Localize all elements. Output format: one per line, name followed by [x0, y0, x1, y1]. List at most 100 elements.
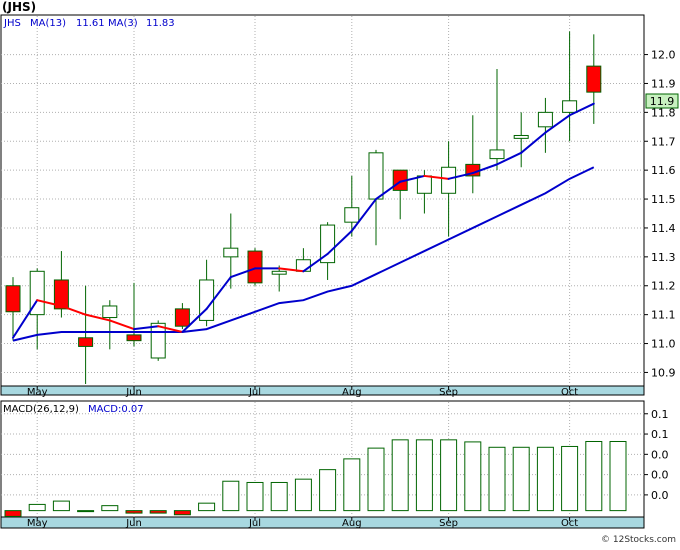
- candle-body: [295, 259, 311, 272]
- candle-body: [537, 111, 553, 128]
- macd-bar: [294, 478, 312, 512]
- month-label: Oct: [561, 518, 578, 529]
- macd-bar: [464, 441, 482, 512]
- macd-bar: [343, 458, 361, 512]
- price-tick-label: 11.6: [651, 164, 676, 177]
- candle-body: [344, 207, 360, 223]
- month-label: Jun: [125, 387, 142, 398]
- candle-body: [150, 322, 166, 359]
- macd-bar: [415, 439, 433, 512]
- macd-bar: [52, 500, 70, 512]
- ma3-line-segment: [133, 325, 160, 331]
- macd-bar: [319, 469, 337, 512]
- macd-tick-label: 0.0: [651, 489, 669, 502]
- ma3-line-segment: [84, 313, 111, 322]
- macd-bar: [536, 446, 554, 512]
- macd-bar: [270, 481, 288, 512]
- ma13-legend-value: 11.61: [76, 18, 105, 29]
- price-legend-symbol: JHS: [3, 18, 21, 29]
- ma13-line: [12, 166, 595, 342]
- price-axis-band: [0, 385, 645, 396]
- price-tick-label: 11.7: [651, 135, 676, 148]
- ma3-line-segment: [302, 252, 329, 273]
- month-label: Jun: [125, 518, 142, 529]
- candle-body: [53, 279, 69, 310]
- macd-bar: [246, 481, 264, 512]
- ma3-legend-label: MA(3): [108, 18, 138, 29]
- macd-bar: [440, 439, 458, 512]
- macd-bar: [198, 502, 216, 512]
- candle-body: [174, 308, 190, 327]
- price-tick-label: 11.5: [651, 193, 676, 206]
- month-label: Jul: [248, 518, 261, 529]
- price-tick-label: 11.9: [651, 77, 676, 90]
- macd-bar: [222, 480, 240, 512]
- ma3-line-segment: [205, 276, 232, 310]
- chart-title: (JHS): [2, 0, 36, 14]
- ma3-line-segment: [157, 325, 184, 333]
- price-tick-label: 11.4: [651, 222, 676, 235]
- ma3-line-segment: [471, 163, 498, 175]
- ma3-line-segment: [375, 180, 402, 201]
- month-label: May: [27, 518, 48, 529]
- month-label: Oct: [561, 387, 578, 398]
- ma3-line-segment: [496, 151, 523, 166]
- ma3-legend-value: 11.83: [146, 18, 175, 29]
- price-tick-label: 11.2: [651, 280, 676, 293]
- candle-body: [320, 224, 336, 264]
- candle-body: [223, 247, 239, 258]
- candle-body: [441, 166, 457, 194]
- candle-body: [489, 149, 505, 160]
- macd-tick-label: 0.0: [651, 448, 669, 461]
- ma3-line-segment: [568, 102, 595, 117]
- price-tick-label: 12.0: [651, 49, 676, 62]
- candle-body: [102, 305, 118, 319]
- ma3-line-segment: [12, 299, 39, 339]
- macd-bar: [149, 510, 167, 514]
- last-price-tag: 11.9: [650, 95, 675, 108]
- candle-body: [586, 65, 602, 93]
- macd-bar: [391, 439, 409, 512]
- watermark: © 12Stocks.com: [601, 535, 676, 545]
- candle-body: [5, 285, 21, 313]
- ma3-line-segment: [181, 307, 208, 333]
- price-tick-label: 10.9: [651, 366, 676, 379]
- candle-body: [562, 100, 578, 113]
- month-label: Jul: [248, 387, 261, 398]
- candle-body: [368, 152, 384, 200]
- price-tick-label: 11.0: [651, 338, 676, 351]
- ma3-line-segment: [326, 229, 353, 255]
- macd-bar: [488, 446, 506, 512]
- macd-bar: [585, 440, 603, 512]
- candle-body: [416, 175, 432, 194]
- month-label: Sep: [439, 387, 458, 398]
- ma3-line-segment: [60, 304, 87, 316]
- macd-tick-label: 0.1: [651, 428, 669, 441]
- ma3-line-segment: [423, 174, 450, 180]
- ma3-line-segment: [350, 198, 377, 232]
- price-panel: [0, 14, 645, 396]
- candle-body: [126, 334, 142, 342]
- macd-tick-label: 0.0: [651, 469, 669, 482]
- price-tick-label: 11.3: [651, 251, 676, 264]
- macd-bar: [101, 505, 119, 512]
- macd-bar: [367, 447, 385, 512]
- ma3-line-segment: [399, 174, 426, 183]
- ma3-line-segment: [544, 114, 571, 134]
- month-label: Aug: [342, 518, 362, 529]
- macd-bar: [77, 510, 95, 513]
- month-label: May: [27, 387, 48, 398]
- ma3-line-segment: [108, 319, 135, 331]
- macd-axis-band: [0, 516, 645, 529]
- macd-bar: [609, 440, 627, 512]
- candle-body: [78, 337, 94, 347]
- ma3-line-segment: [278, 267, 305, 273]
- ma13-legend-label: MA(13): [30, 18, 66, 29]
- macd-legend-label: MACD(26,12,9): [3, 404, 79, 415]
- macd-bar: [125, 510, 143, 514]
- candle-body: [271, 270, 287, 275]
- macd-tick-label: 0.1: [651, 408, 669, 421]
- price-tick-label: 11.1: [651, 309, 676, 322]
